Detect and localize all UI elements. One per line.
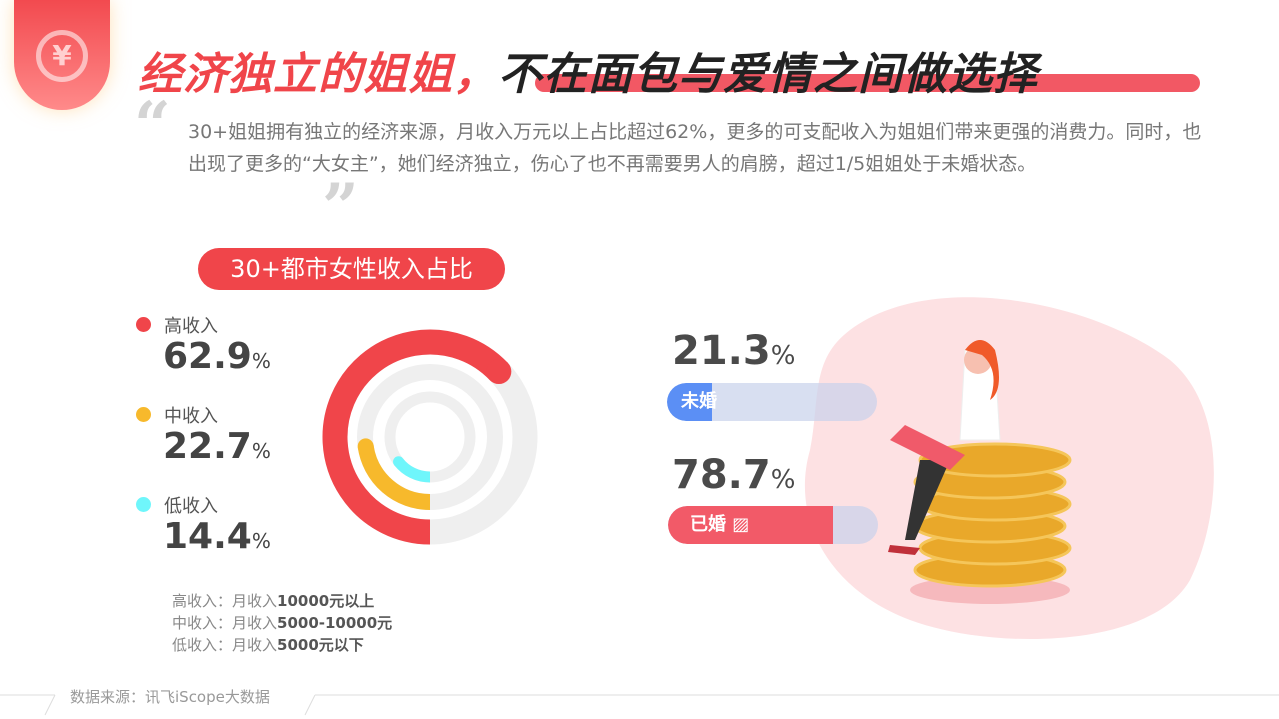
unmarried-percent: 21.3% [672,328,795,374]
ring-arc-中收入 [357,444,431,510]
footer-lines [0,694,1279,716]
married-bar: 已婚 ▨ [668,506,878,544]
legend-label-high: 高收入 [164,316,218,337]
unit: % [251,349,271,373]
legend-dot-mid [136,407,151,422]
ring-arc-高收入 [322,329,508,545]
close-quote-icon: ” [322,170,359,245]
note-low: 低收入：月收入5000元以下 [172,636,364,654]
note-mid: 中收入：月收入5000-10000元 [172,614,393,632]
value-label: 22.7 [163,426,252,467]
value-label: 62.9 [163,336,252,377]
legend-dot-high [136,317,151,332]
value-label: 21.3 [672,328,771,374]
legend-label-mid: 中收入 [164,406,218,427]
unit: % [251,439,271,463]
legend-value-mid: 22.7% [163,426,271,467]
note-high: 高收入：月收入10000元以上 [172,592,375,610]
unmarried-bar: 未婚 [667,383,877,421]
page-title: 经济独立的姐姐，不在面包与爱情之间做选择 [138,38,1038,102]
title-dark: 不在面包与爱情之间做选择 [498,49,1038,100]
title-red: 经济独立的姐姐， [138,49,498,100]
value-label: 14.4 [163,516,252,557]
legend-dot-low [136,497,151,512]
married-label: 已婚 [690,514,726,535]
married-bar-fill: 已婚 ▨ [668,506,834,544]
open-quote-icon: “ [134,88,171,163]
legend-value-low: 14.4% [163,516,271,557]
unit: % [770,465,796,495]
chart-title: 30+都市女性收入占比 [198,248,505,290]
intro-text: 30+姐姐拥有独立的经济来源，月收入万元以上占比超过62%，更多的可支配收入为姐… [188,121,1202,175]
badge: ¥ [14,0,110,110]
ring-arc-cap [486,359,512,385]
title-underline [535,74,1200,92]
legend-value-high: 62.9% [163,336,271,377]
value-label: 78.7 [672,452,771,498]
radial-chart [322,329,538,545]
photo-cards-icon: ▨ [732,514,750,535]
ring-arc-cap [393,456,405,468]
unit: % [251,529,271,553]
woman-on-coins-illustration [804,297,1214,640]
legend-label-low: 低收入 [164,496,218,517]
data-source: 数据来源：讯飞iScope大数据 [70,688,270,706]
unmarried-bar-fill: 未婚 [667,383,717,421]
income-notes: 高收入：月收入10000元以上 中收入：月收入5000-10000元 低收入：月… [172,590,392,656]
ring-arc-cap [357,438,374,455]
yuan-icon: ¥ [36,30,88,82]
unit: % [770,341,796,371]
married-percent: 78.7% [672,452,795,498]
